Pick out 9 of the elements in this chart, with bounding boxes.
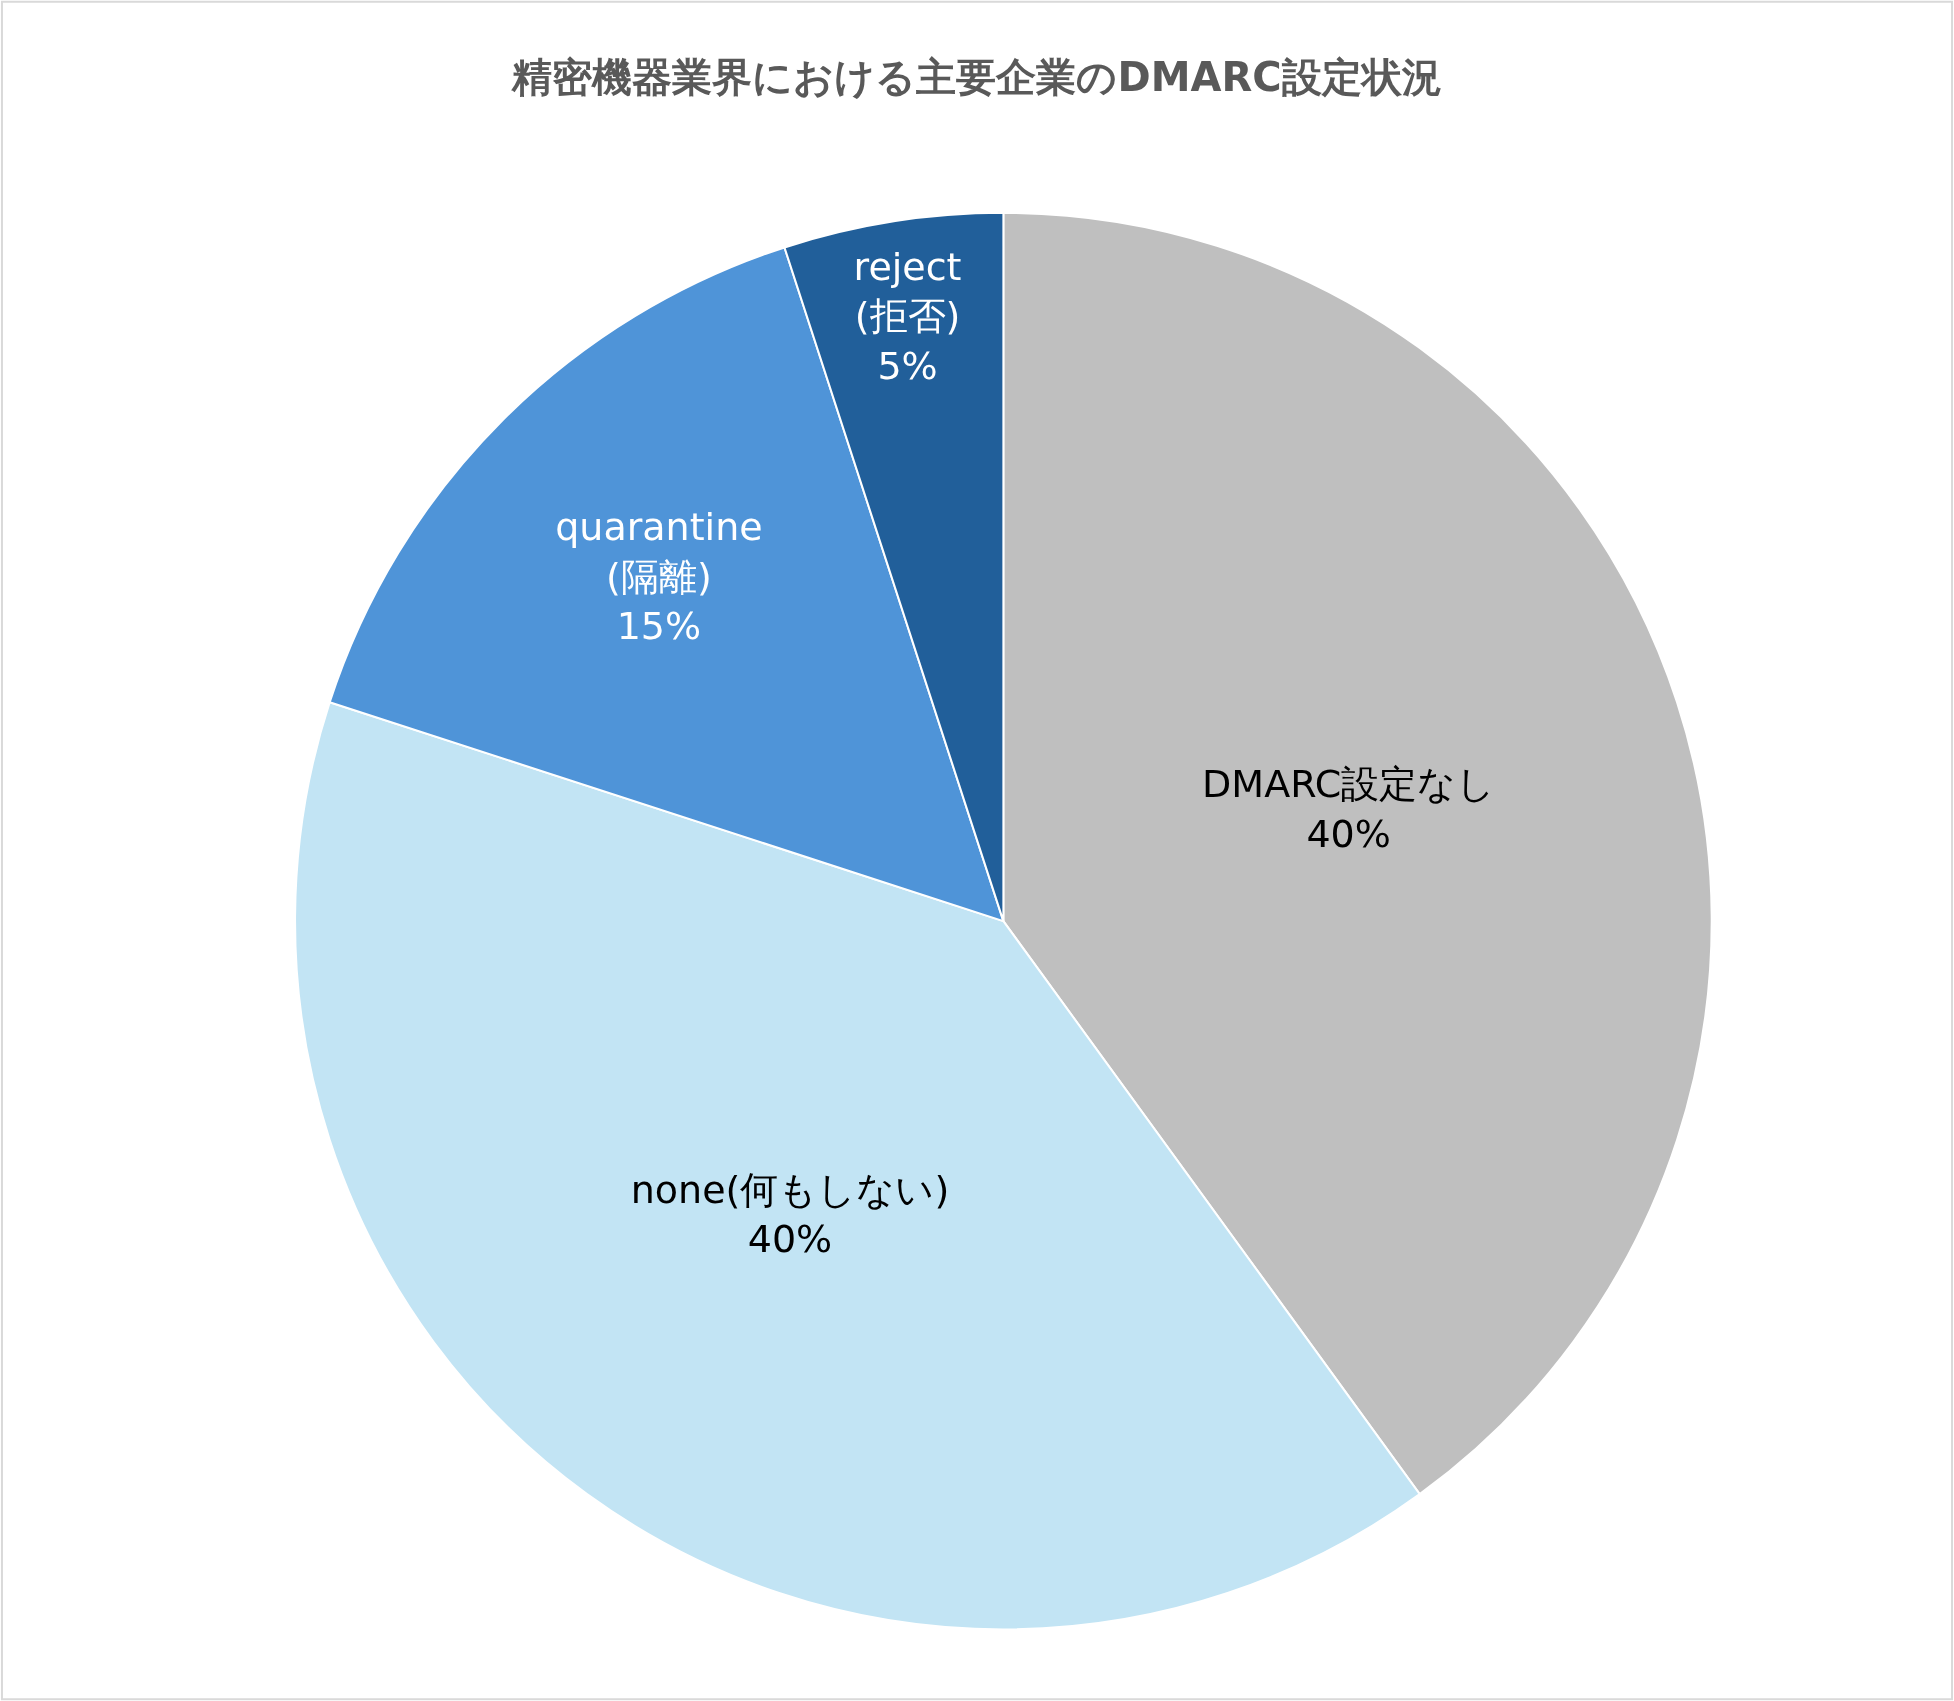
data-label: 40% (1306, 811, 1391, 856)
chart-title: 精密機器業界における主要企業のDMARC設定状況 (511, 53, 1442, 100)
data-label: 15% (616, 604, 702, 649)
data-label: 40% (747, 1217, 833, 1262)
data-label: 5% (877, 343, 938, 388)
slice-label: reject (拒否) (853, 244, 962, 339)
slice-label: quarantine (隔離) (555, 505, 763, 599)
slice-label: DMARC設定なし (1202, 762, 1496, 807)
slice-label: none(何もしない) (630, 1168, 950, 1213)
